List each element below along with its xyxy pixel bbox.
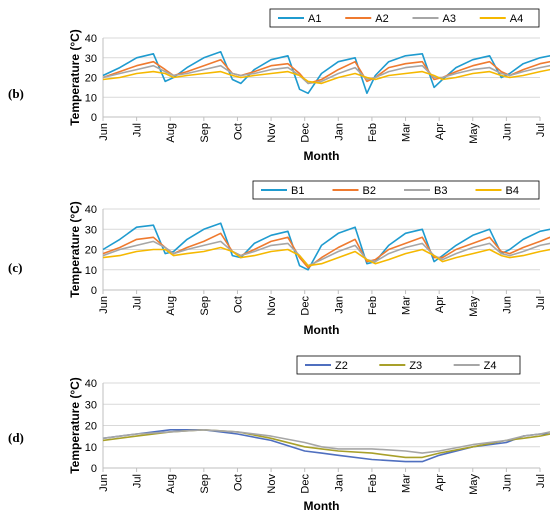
x-tick-label: Sep bbox=[199, 474, 211, 494]
y-tick-label: 10 bbox=[85, 265, 97, 277]
legend-label-a3: A3 bbox=[443, 13, 456, 25]
y-axis-title: Temperature (°C) bbox=[68, 201, 82, 298]
x-tick-label: Oct bbox=[232, 296, 244, 313]
x-tick-label: Apr bbox=[434, 474, 446, 491]
x-tick-label: Nov bbox=[266, 123, 278, 143]
legend-label-b4: B4 bbox=[506, 185, 519, 197]
y-tick-label: 20 bbox=[85, 73, 97, 85]
x-tick-label: Jul bbox=[132, 474, 144, 488]
y-tick-label: 40 bbox=[85, 33, 97, 45]
legend-box bbox=[252, 180, 540, 200]
y-tick-label: 0 bbox=[91, 112, 97, 124]
x-tick-label: Nov bbox=[266, 296, 278, 316]
series-line-z4 bbox=[102, 429, 550, 454]
y-tick-label: 20 bbox=[85, 245, 97, 257]
x-tick-label: Jan bbox=[333, 296, 345, 314]
x-tick-label: Jul bbox=[132, 123, 144, 137]
x-tick-label: Jul bbox=[535, 123, 547, 137]
y-tick-label: 30 bbox=[85, 53, 97, 65]
x-tick-label: Oct bbox=[232, 123, 244, 140]
y-tick-label: 30 bbox=[85, 224, 97, 236]
x-tick-label: Sep bbox=[199, 296, 211, 316]
panel-label: (d) bbox=[8, 430, 24, 445]
x-tick-label: Mar bbox=[401, 123, 413, 142]
x-axis-title: Month bbox=[304, 323, 340, 337]
x-tick-label: Sep bbox=[199, 123, 211, 143]
x-tick-label: Mar bbox=[401, 474, 413, 493]
x-tick-label: Jul bbox=[535, 474, 547, 488]
y-tick-label: 30 bbox=[85, 399, 97, 411]
y-tick-label: 10 bbox=[85, 442, 97, 454]
series-line-b3 bbox=[102, 240, 550, 267]
x-tick-label: Jun bbox=[98, 296, 110, 314]
legend-label-a4: A4 bbox=[510, 13, 523, 25]
legend-label-a2: A2 bbox=[375, 13, 388, 25]
x-tick-label: May bbox=[468, 474, 480, 495]
x-tick-label: Jun bbox=[501, 123, 513, 141]
y-tick-label: 40 bbox=[85, 378, 97, 390]
x-tick-label: Feb bbox=[367, 296, 379, 315]
series-line-a1 bbox=[102, 51, 550, 95]
y-tick-label: 0 bbox=[91, 463, 97, 475]
legend-label-b1: B1 bbox=[291, 185, 304, 197]
series-line-z2 bbox=[102, 429, 550, 463]
legend-label-z3: Z3 bbox=[409, 360, 422, 372]
panel-label: (b) bbox=[8, 86, 24, 101]
x-tick-label: Mar bbox=[401, 296, 413, 315]
x-tick-label: Aug bbox=[165, 296, 177, 316]
x-tick-label: Apr bbox=[434, 296, 446, 313]
x-tick-label: Jun bbox=[98, 474, 110, 492]
x-tick-label: Dec bbox=[300, 123, 312, 143]
series-line-b4 bbox=[102, 246, 550, 267]
x-tick-label: Oct bbox=[232, 474, 244, 491]
x-tick-label: Jun bbox=[501, 474, 513, 492]
y-tick-label: 20 bbox=[85, 421, 97, 433]
legend-label-b2: B2 bbox=[363, 185, 376, 197]
x-tick-label: Jul bbox=[132, 296, 144, 310]
series-line-b1 bbox=[102, 222, 550, 271]
legend-label-z4: Z4 bbox=[484, 360, 497, 372]
x-tick-label: Dec bbox=[300, 474, 312, 494]
x-tick-label: Aug bbox=[165, 474, 177, 494]
x-tick-label: Dec bbox=[300, 296, 312, 316]
y-tick-label: 40 bbox=[85, 204, 97, 216]
y-tick-label: 0 bbox=[91, 285, 97, 297]
y-tick-label: 10 bbox=[85, 92, 97, 104]
y-axis-title: Temperature (°C) bbox=[68, 377, 82, 474]
series-line-b2 bbox=[102, 232, 550, 269]
series-line-a2 bbox=[102, 58, 550, 85]
x-tick-label: Aug bbox=[165, 123, 177, 143]
chart-panel-2: 0 10 20 30 40 Jun Jul Aug Sep Oct Nov Dec Jan Feb Mar A… bbox=[8, 355, 550, 513]
x-tick-label: Feb bbox=[367, 123, 379, 142]
legend-box bbox=[269, 8, 540, 28]
x-tick-label: Jun bbox=[98, 123, 110, 141]
panel-label: (c) bbox=[8, 260, 22, 275]
x-tick-label: Jun bbox=[501, 296, 513, 314]
chart-panel-0: 0 10 20 30 40 Jun Jul Aug Sep Oct Nov Dec Jan Feb Mar A… bbox=[8, 8, 550, 163]
x-tick-label: May bbox=[468, 123, 480, 144]
chart-panel-1: 0 10 20 30 40 Jun Jul Aug Sep Oct Nov Dec Jan Feb Mar A… bbox=[8, 180, 550, 337]
legend-label-b3: B3 bbox=[434, 185, 447, 197]
x-tick-label: Feb bbox=[367, 474, 379, 493]
legend-label-a1: A1 bbox=[308, 13, 321, 25]
x-tick-label: Jul bbox=[535, 296, 547, 310]
legend-box bbox=[296, 355, 521, 375]
x-tick-label: Apr bbox=[434, 123, 446, 140]
series-line-a4 bbox=[102, 68, 550, 85]
x-tick-label: Jan bbox=[333, 123, 345, 141]
x-tick-label: Nov bbox=[266, 474, 278, 494]
y-axis-title: Temperature (°C) bbox=[68, 29, 82, 126]
legend-label-z2: Z2 bbox=[335, 360, 348, 372]
x-tick-label: Jan bbox=[333, 474, 345, 492]
series-line-a3 bbox=[102, 64, 550, 85]
x-axis-title: Month bbox=[304, 499, 340, 513]
x-axis-title: Month bbox=[304, 149, 340, 163]
x-tick-label: May bbox=[468, 296, 480, 317]
